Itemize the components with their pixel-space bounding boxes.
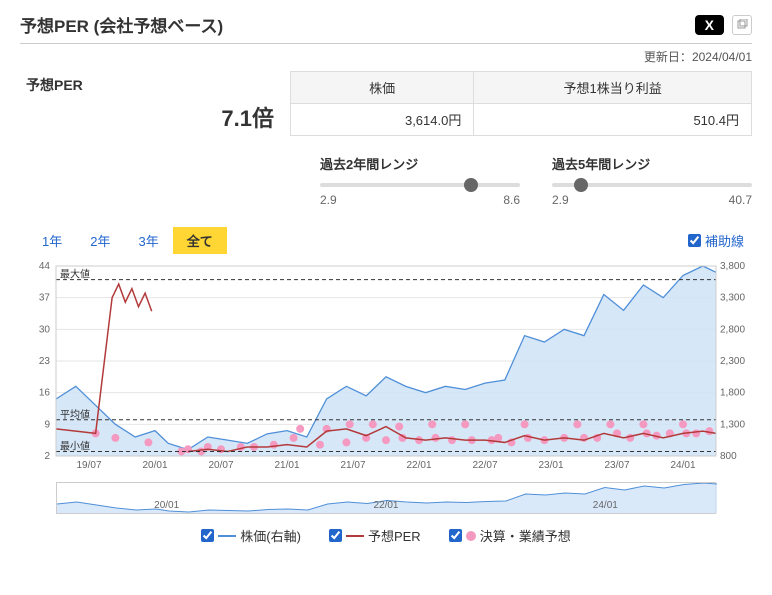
svg-text:1,800: 1,800 xyxy=(720,388,745,399)
svg-text:21/01: 21/01 xyxy=(274,460,299,471)
per-value: 7.1倍 xyxy=(20,101,280,133)
svg-text:2,800: 2,800 xyxy=(720,324,745,335)
th-eps: 予想1株当り利益 xyxy=(474,72,752,104)
svg-text:16: 16 xyxy=(39,388,51,399)
range-5y: 過去5年間レンジ 2.9 40.7 xyxy=(552,154,752,207)
price-eps-table: 株価 予想1株当り利益 3,614.0円 510.4円 xyxy=(290,71,752,136)
svg-text:23/07: 23/07 xyxy=(604,460,629,471)
svg-text:3,300: 3,300 xyxy=(720,293,745,304)
svg-text:37: 37 xyxy=(39,293,51,304)
svg-text:2,300: 2,300 xyxy=(720,356,745,367)
period-tabs: 1年 2年 3年 全て xyxy=(28,227,227,254)
svg-text:20/07: 20/07 xyxy=(208,460,233,471)
range-2y-slider[interactable] xyxy=(320,183,520,187)
svg-text:20/01: 20/01 xyxy=(142,460,167,471)
svg-text:23: 23 xyxy=(39,356,51,367)
tab-1y[interactable]: 1年 xyxy=(28,227,76,254)
section-header: 予想PER (会社予想ベース) X xyxy=(20,12,752,44)
svg-text:44: 44 xyxy=(39,261,51,272)
td-eps: 510.4円 xyxy=(474,104,752,136)
legend-per[interactable]: 予想PER xyxy=(329,526,421,545)
per-summary: 予想PER 7.1倍 xyxy=(20,71,290,136)
range-5y-slider[interactable] xyxy=(552,183,752,187)
tab-2y[interactable]: 2年 xyxy=(76,227,124,254)
svg-text:24/01: 24/01 xyxy=(670,460,695,471)
svg-text:22/07: 22/07 xyxy=(472,460,497,471)
aux-checkbox[interactable] xyxy=(688,234,701,247)
svg-text:平均値: 平均値 xyxy=(60,408,90,421)
svg-text:30: 30 xyxy=(39,324,51,335)
legend-price[interactable]: 株価(右軸) xyxy=(201,526,301,545)
svg-text:最小値: 最小値 xyxy=(60,439,90,452)
per-label: 予想PER xyxy=(20,75,280,95)
svg-text:21/07: 21/07 xyxy=(340,460,365,471)
range-2y: 過去2年間レンジ 2.9 8.6 xyxy=(320,154,520,207)
copy-icon[interactable] xyxy=(732,15,752,35)
svg-text:3,800: 3,800 xyxy=(720,261,745,272)
range-2y-thumb[interactable] xyxy=(464,178,478,192)
svg-text:最大値: 最大値 xyxy=(60,268,90,281)
section-title: 予想PER (会社予想ベース) xyxy=(20,12,223,37)
aux-line-toggle[interactable]: 補助線 xyxy=(688,231,744,250)
share-x-button[interactable]: X xyxy=(695,15,724,35)
th-price: 株価 xyxy=(291,72,474,104)
update-date: 更新日：2024/04/01 xyxy=(20,48,752,65)
td-price: 3,614.0円 xyxy=(291,104,474,136)
svg-text:19/07: 19/07 xyxy=(76,460,101,471)
svg-text:2: 2 xyxy=(44,451,50,462)
main-chart[interactable]: 2 9 16 23 30 37 44 800 1,300 1,800 2,300 2,800 3,300… xyxy=(20,258,752,478)
svg-text:22/01: 22/01 xyxy=(406,460,431,471)
chart-legend: 株価(右軸) 予想PER 決算・業績予想 xyxy=(20,526,752,545)
svg-text:9: 9 xyxy=(44,419,50,430)
range-5y-thumb[interactable] xyxy=(574,178,588,192)
legend-events[interactable]: 決算・業績予想 xyxy=(449,526,571,545)
tab-all[interactable]: 全て xyxy=(173,227,227,254)
svg-text:1,300: 1,300 xyxy=(720,419,745,430)
svg-text:800: 800 xyxy=(720,451,737,462)
tab-3y[interactable]: 3年 xyxy=(124,227,172,254)
svg-text:23/01: 23/01 xyxy=(538,460,563,471)
overview-chart[interactable]: 20/01 22/01 24/01 xyxy=(56,482,716,514)
